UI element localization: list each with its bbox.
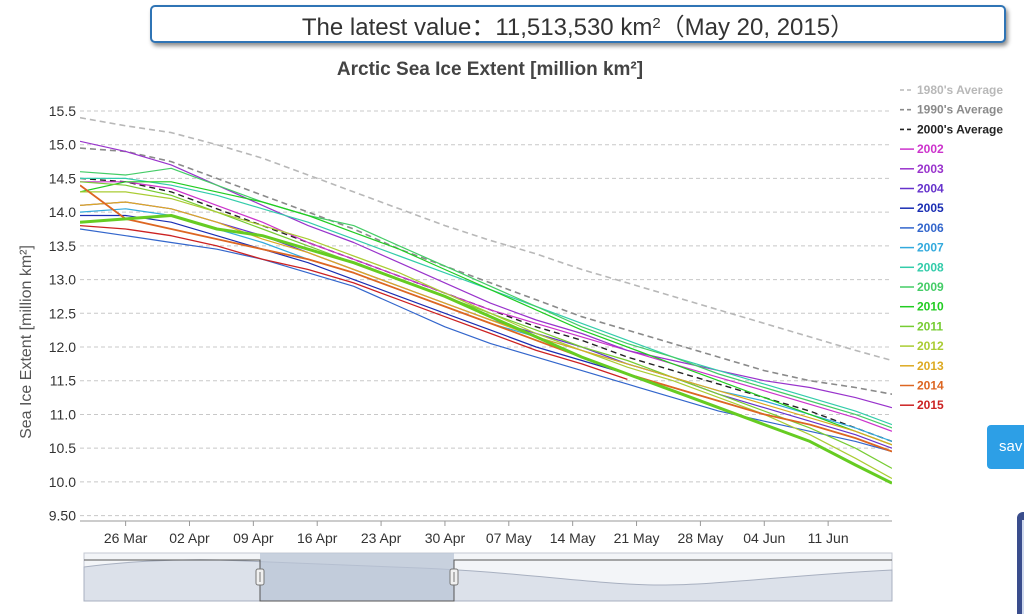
navigator-outline — [84, 559, 892, 602]
y-tick-label: 9.50 — [49, 508, 76, 524]
legend-item[interactable]: 1990's Average — [900, 103, 1003, 117]
legend-label: 2011 — [917, 319, 943, 333]
y-tick-label: 14.5 — [49, 170, 76, 186]
x-tick-label: 11 Jun — [808, 530, 849, 546]
range-navigator[interactable] — [83, 552, 893, 602]
legend-label: 2006 — [917, 221, 944, 235]
series-line-2013 — [80, 201, 892, 446]
legend-item[interactable]: 2000's Average — [900, 122, 1003, 136]
y-tick-label: 12.0 — [49, 339, 76, 355]
save-button[interactable]: sav — [987, 425, 1024, 469]
x-tick-label: 14 May — [550, 530, 596, 546]
y-tick-label: 10.5 — [49, 440, 76, 456]
legend-label: 2015 — [917, 398, 944, 412]
legend-label: 2002 — [917, 142, 944, 156]
legend-label: 2008 — [917, 260, 944, 274]
y-axis-ticks: 9.50 10.0 10.5 11.0 11.5 12.0 12.5 13.0 13.5 14.0… — [49, 103, 76, 524]
legend-label: 2010 — [917, 300, 944, 314]
series-line-1980-s-average — [80, 116, 892, 362]
x-tick-label: 16 Apr — [297, 530, 338, 546]
legend-item[interactable]: 2008 — [900, 260, 944, 274]
latest-value-box: The latest value：11,513,530 km 2 （May 20, … — [150, 5, 1006, 43]
y-axis-label: Sea Ice Extent [million km²] — [18, 245, 35, 439]
legend-label: 2000's Average — [917, 122, 1003, 136]
x-tick-label: 04 Jun — [743, 530, 785, 546]
series-line-2015 — [80, 224, 628, 381]
legend-item[interactable]: 2013 — [900, 359, 944, 373]
x-tick-label: 02 Apr — [169, 530, 210, 546]
y-tick-label: 11.0 — [50, 406, 76, 422]
legend-label: 2014 — [917, 379, 944, 393]
legend-label: 2004 — [917, 182, 944, 196]
legend-label: 2009 — [917, 280, 944, 294]
series-layer — [80, 116, 892, 485]
legend-item[interactable]: 2003 — [900, 162, 944, 176]
chart-title: Arctic Sea Ice Extent [million km²] — [337, 59, 643, 80]
chart-grid — [80, 110, 892, 517]
legend-label: 2013 — [917, 359, 944, 373]
y-tick-label: 13.5 — [49, 238, 76, 254]
chart-legend: 1980's Average 1990's Average 2000's Avera… — [900, 83, 1003, 412]
legend-item[interactable]: 2007 — [900, 241, 944, 255]
latest-value-suffix: （May 20, 2015） — [660, 13, 855, 41]
y-tick-label: 12.5 — [49, 305, 76, 321]
series-line-2010 — [80, 181, 892, 446]
x-tick-label: 21 May — [614, 530, 660, 546]
series-line-2014 — [80, 184, 892, 453]
legend-item[interactable]: 2012 — [900, 339, 944, 353]
latest-value-prefix: The latest value：11,513,530 km — [301, 13, 653, 41]
side-widget-panel — [1022, 520, 1024, 614]
legend-item[interactable]: 2006 — [900, 221, 944, 235]
y-tick-label: 15.0 — [49, 137, 76, 153]
legend-label: 1990's Average — [917, 103, 1003, 117]
legend-label: 1980's Average — [917, 83, 1003, 97]
legend-item[interactable]: 2010 — [900, 300, 944, 314]
x-tick-label: 23 Apr — [361, 530, 402, 546]
x-tick-label: 26 Mar — [104, 530, 148, 546]
legend-item[interactable]: 2005 — [900, 201, 944, 215]
y-tick-label: 14.0 — [49, 204, 76, 220]
series-line-1990-s-average — [80, 147, 892, 395]
side-widget[interactable] — [1017, 512, 1024, 614]
series-line-2006 — [80, 228, 892, 453]
series-line-2003 — [80, 140, 892, 409]
x-tick-label: 30 Apr — [425, 530, 466, 546]
x-tick-label: 28 May — [677, 530, 723, 546]
y-tick-label: 10.0 — [49, 474, 76, 490]
legend-item[interactable]: 1980's Average — [900, 83, 1003, 97]
x-tick-label: 07 May — [486, 530, 532, 546]
legend-item[interactable]: 2015 — [900, 398, 944, 412]
series-line-2009 — [80, 167, 892, 429]
y-tick-label: 11.5 — [50, 373, 76, 389]
y-tick-label: 13.0 — [49, 272, 76, 288]
legend-label: 2005 — [917, 201, 944, 215]
legend-item[interactable]: 2014 — [900, 379, 944, 393]
legend-item[interactable]: 2011 — [900, 319, 943, 333]
series-line-unlabeled — [80, 214, 892, 485]
series-line-2002 — [80, 181, 892, 432]
legend-item[interactable]: 2009 — [900, 280, 944, 294]
legend-item[interactable]: 2002 — [900, 142, 944, 156]
legend-label: 2007 — [917, 241, 944, 255]
y-tick-label: 15.5 — [49, 103, 76, 119]
x-tick-label: 09 Apr — [233, 530, 274, 546]
legend-item[interactable]: 2004 — [900, 182, 944, 196]
navigator-selected-range[interactable] — [260, 553, 454, 601]
x-axis-ticks: 26 Mar 02 Apr 09 Apr 16 Apr 23 Apr 30 Apr 07 M… — [104, 521, 849, 546]
legend-label: 2012 — [917, 339, 944, 353]
legend-label: 2003 — [917, 162, 944, 176]
